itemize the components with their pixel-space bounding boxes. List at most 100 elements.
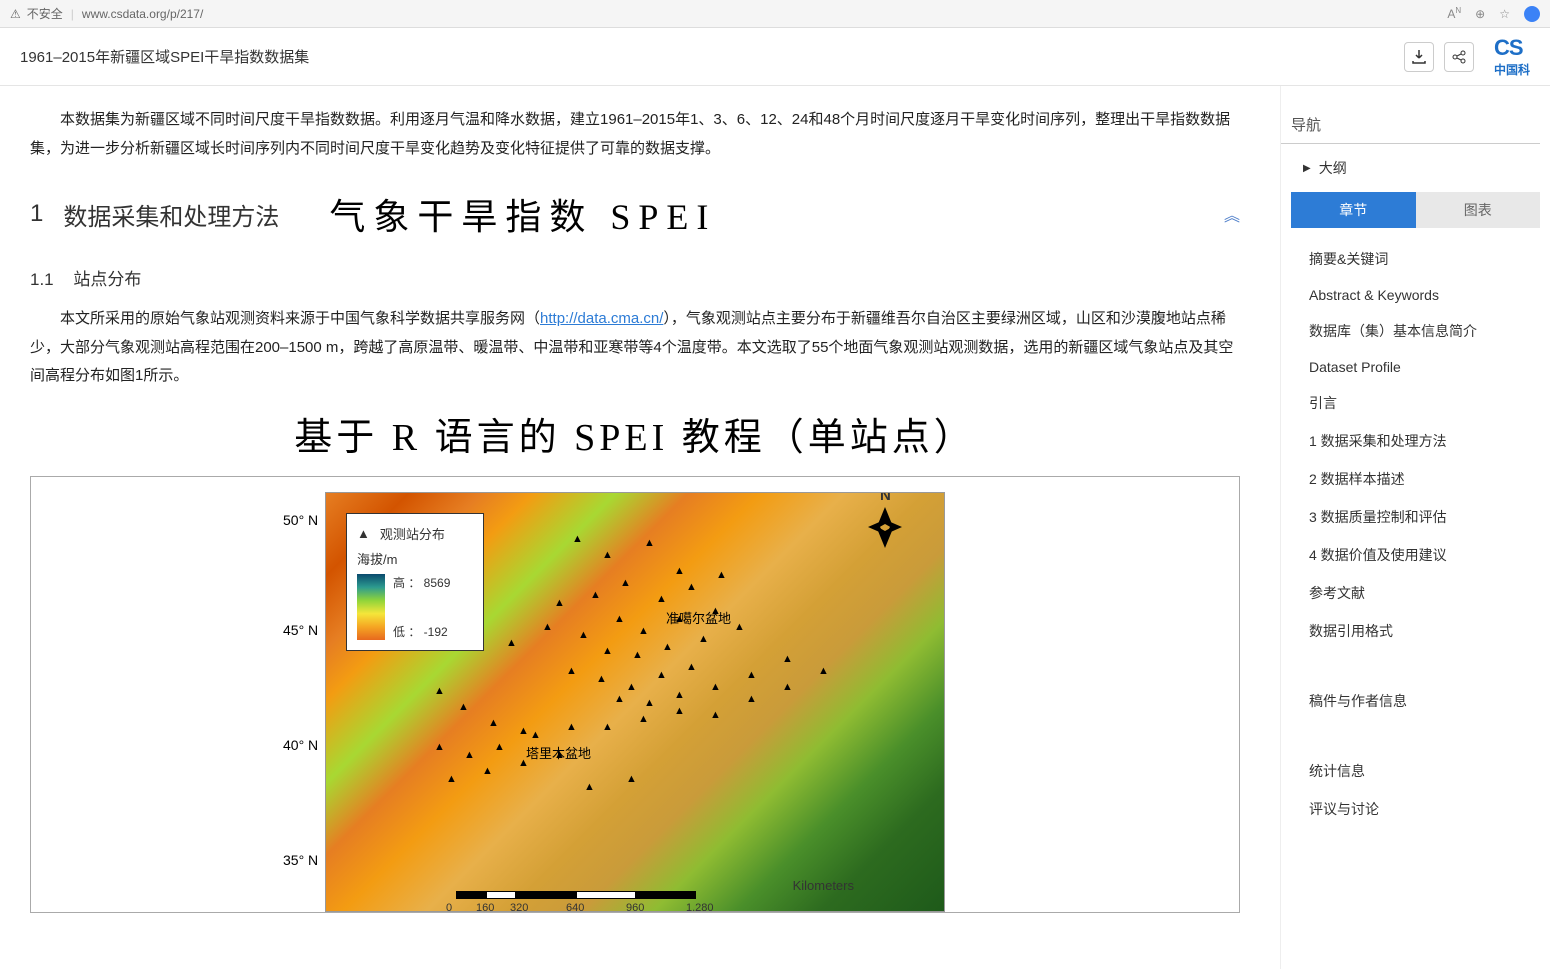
station-marker: ▲ xyxy=(674,565,685,577)
station-marker: ▲ xyxy=(638,625,649,637)
station-marker: ▲ xyxy=(698,633,709,645)
station-marker: ▲ xyxy=(638,713,649,725)
scale-bar xyxy=(456,891,696,899)
station-marker: ▲ xyxy=(542,621,553,633)
station-marker: ▲ xyxy=(614,693,625,705)
triangle-icon: ▲ xyxy=(357,526,370,541)
tab-chart[interactable]: 图表 xyxy=(1416,192,1541,228)
nav-item[interactable]: Abstract & Keywords xyxy=(1281,278,1540,312)
nav-item[interactable]: 评议与讨论 xyxy=(1281,790,1540,828)
triangle-right-icon: ▶ xyxy=(1303,163,1311,174)
body-paragraph-1: 本文所采用的原始气象站观测资料来源于中国气象科学数据共享服务网（http://d… xyxy=(30,305,1240,391)
text-size-icon[interactable]: AN xyxy=(1447,6,1461,21)
station-marker: ▲ xyxy=(482,765,493,777)
station-marker: ▲ xyxy=(458,701,469,713)
station-marker: ▲ xyxy=(614,613,625,625)
station-marker: ▲ xyxy=(818,665,829,677)
station-marker: ▲ xyxy=(434,741,445,753)
y-axis-label: 35° N xyxy=(283,852,318,868)
station-marker: ▲ xyxy=(506,637,517,649)
nav-tabs: 章节 图表 xyxy=(1291,192,1540,228)
nav-item[interactable]: 3 数据质量控制和评估 xyxy=(1281,498,1540,536)
station-marker: ▲ xyxy=(434,685,445,697)
collapse-icon[interactable]: ︽ xyxy=(1224,202,1240,226)
station-marker: ▲ xyxy=(518,757,529,769)
y-axis-label: 45° N xyxy=(283,622,318,638)
nav-item[interactable]: 稿件与作者信息 xyxy=(1281,682,1540,720)
station-marker: ▲ xyxy=(602,549,613,561)
station-marker: ▲ xyxy=(572,533,583,545)
station-marker: ▲ xyxy=(626,681,637,693)
nav-section-list-3: 统计信息评议与讨论 xyxy=(1281,752,1540,828)
nav-outline-toggle[interactable]: ▶ 大纲 xyxy=(1281,150,1540,186)
station-marker: ▲ xyxy=(488,717,499,729)
station-marker: ▲ xyxy=(782,681,793,693)
nav-item[interactable]: 统计信息 xyxy=(1281,752,1540,790)
share-button[interactable] xyxy=(1444,42,1474,72)
site-logo[interactable]: CS 中国科 xyxy=(1494,35,1530,78)
security-text: 不安全 xyxy=(27,5,63,22)
scale-unit: Kilometers xyxy=(793,878,854,893)
nav-item[interactable]: 参考文献 xyxy=(1281,574,1540,612)
station-marker: ▲ xyxy=(656,669,667,681)
station-marker: ▲ xyxy=(566,721,577,733)
station-marker: ▲ xyxy=(494,741,505,753)
nav-section-list: 摘要&关键词Abstract & Keywords数据库（集）基本信息简介Dat… xyxy=(1281,240,1540,650)
station-marker: ▲ xyxy=(566,665,577,677)
zoom-icon[interactable]: ⊕ xyxy=(1475,7,1485,21)
section-title: 数据采集和处理方法 xyxy=(63,197,279,232)
station-marker: ▲ xyxy=(602,645,613,657)
data-source-link[interactable]: http://data.cma.cn/ xyxy=(540,310,663,327)
page-title: 1961–2015年新疆区域SPEI干旱指数数据集 xyxy=(20,46,309,67)
station-marker: ▲ xyxy=(554,597,565,609)
station-marker: ▲ xyxy=(710,681,721,693)
station-marker: ▲ xyxy=(530,729,541,741)
station-marker: ▲ xyxy=(662,641,673,653)
elevation-map: N ▲观测站分布 海拔/m 高 ： 8569 低 ： -192 xyxy=(325,492,945,912)
nav-item[interactable]: 数据库（集）基本信息简介 xyxy=(1281,312,1540,350)
overlay-text-1: 气象干旱指数 SPEI xyxy=(329,188,716,240)
station-marker: ▲ xyxy=(686,581,697,593)
download-button[interactable] xyxy=(1404,42,1434,72)
station-marker: ▲ xyxy=(716,569,727,581)
favorite-icon[interactable]: ☆ xyxy=(1499,7,1510,21)
station-marker: ▲ xyxy=(602,721,613,733)
station-marker: ▲ xyxy=(632,649,643,661)
nav-section-list-2: 稿件与作者信息 xyxy=(1281,682,1540,720)
security-warning-icon: ⚠ xyxy=(10,7,21,21)
y-axis-label: 40° N xyxy=(283,737,318,753)
tab-chapter[interactable]: 章节 xyxy=(1291,192,1416,228)
main-content: 本数据集为新疆区域不同时间尺度干旱指数数据。利用逐月气温和降水数据，建立1961… xyxy=(0,86,1280,969)
intro-paragraph: 本数据集为新疆区域不同时间尺度干旱指数数据。利用逐月气温和降水数据，建立1961… xyxy=(30,106,1240,163)
station-marker: ▲ xyxy=(584,781,595,793)
station-marker: ▲ xyxy=(620,577,631,589)
url-text[interactable]: www.csdata.org/p/217/ xyxy=(82,7,1447,21)
y-axis-label: 50° N xyxy=(283,512,318,528)
station-marker: ▲ xyxy=(710,709,721,721)
nav-item[interactable]: 2 数据样本描述 xyxy=(1281,460,1540,498)
nav-item[interactable]: 引言 xyxy=(1281,384,1540,422)
station-marker: ▲ xyxy=(674,689,685,701)
nav-title: 导航 xyxy=(1281,106,1540,144)
nav-item[interactable]: 1 数据采集和处理方法 xyxy=(1281,422,1540,460)
subsection-1-1: 1.1 站点分布 xyxy=(30,265,1240,290)
station-marker: ▲ xyxy=(656,593,667,605)
station-marker: ▲ xyxy=(578,629,589,641)
nav-item[interactable]: 4 数据价值及使用建议 xyxy=(1281,536,1540,574)
station-marker: ▲ xyxy=(734,621,745,633)
nav-item[interactable]: Dataset Profile xyxy=(1281,350,1540,384)
station-marker: ▲ xyxy=(686,661,697,673)
station-marker: ▲ xyxy=(710,605,721,617)
profile-icon[interactable] xyxy=(1524,6,1540,22)
station-marker: ▲ xyxy=(674,613,685,625)
browser-address-bar: ⚠ 不安全 | www.csdata.org/p/217/ AN ⊕ ☆ xyxy=(0,0,1550,28)
page-header: 1961–2015年新疆区域SPEI干旱指数数据集 CS 中国科 xyxy=(0,28,1550,86)
station-marker: ▲ xyxy=(446,773,457,785)
section-number: 1 xyxy=(30,200,43,228)
nav-item[interactable]: 数据引用格式 xyxy=(1281,612,1540,650)
station-marker: ▲ xyxy=(590,589,601,601)
nav-item[interactable]: 摘要&关键词 xyxy=(1281,240,1540,278)
station-marker: ▲ xyxy=(674,705,685,717)
station-marker: ▲ xyxy=(626,773,637,785)
station-marker: ▲ xyxy=(746,669,757,681)
